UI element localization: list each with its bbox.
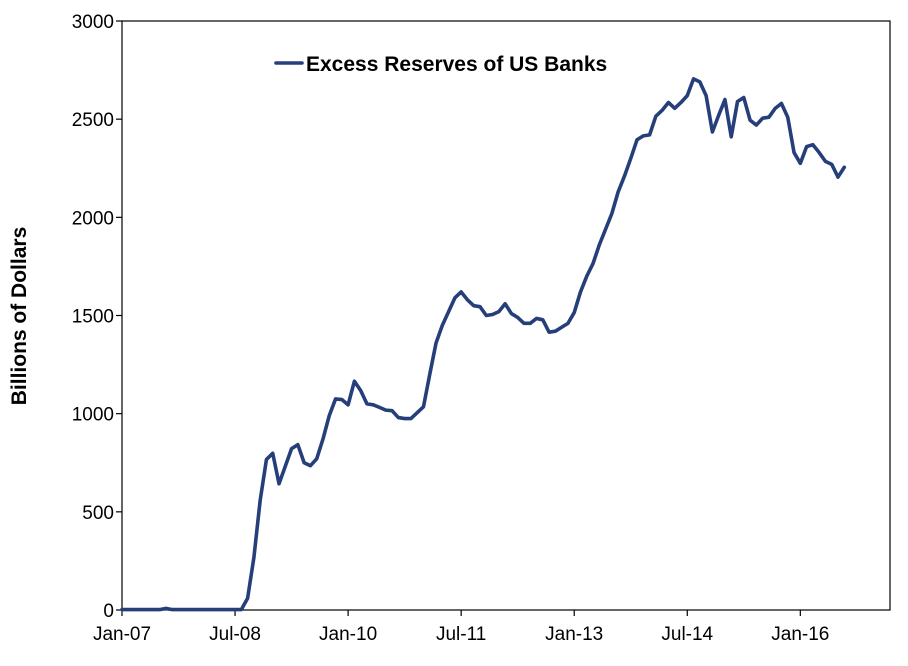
x-tick-label: Jul-08 [209, 624, 261, 645]
y-axis-title: Billions of Dollars [8, 227, 31, 406]
x-tick-label: Jul-11 [436, 624, 486, 645]
legend: Excess Reserves of US Banks [274, 53, 607, 76]
plot-area-frame [121, 20, 891, 611]
y-tick-label: 3000 [72, 12, 114, 33]
y-axis-ticks: 0 500 1000 1500 2000 2500 3000 [72, 12, 122, 622]
y-tick-label: 1500 [72, 307, 114, 328]
x-tick-label: Jan-10 [319, 624, 377, 645]
x-tick-label: Jan-13 [545, 624, 603, 645]
x-tick-label: Jul-14 [661, 624, 713, 645]
y-tick-label: 1000 [72, 405, 114, 426]
legend-label: Excess Reserves of US Banks [306, 53, 607, 76]
x-tick-label: Jan-16 [771, 624, 829, 645]
y-tick-label: 0 [103, 601, 114, 622]
x-axis-ticks: Jan-07 Jul-08 Jan-10 Jul-11 Jan-13 Jul-14 Jan-… [93, 610, 829, 645]
x-tick-label: Jan-07 [93, 624, 151, 645]
y-tick-label: 500 [82, 503, 114, 524]
y-tick-label: 2000 [72, 208, 114, 229]
series-line-excess-reserves [120, 77, 847, 612]
y-tick-label: 2500 [72, 110, 114, 131]
